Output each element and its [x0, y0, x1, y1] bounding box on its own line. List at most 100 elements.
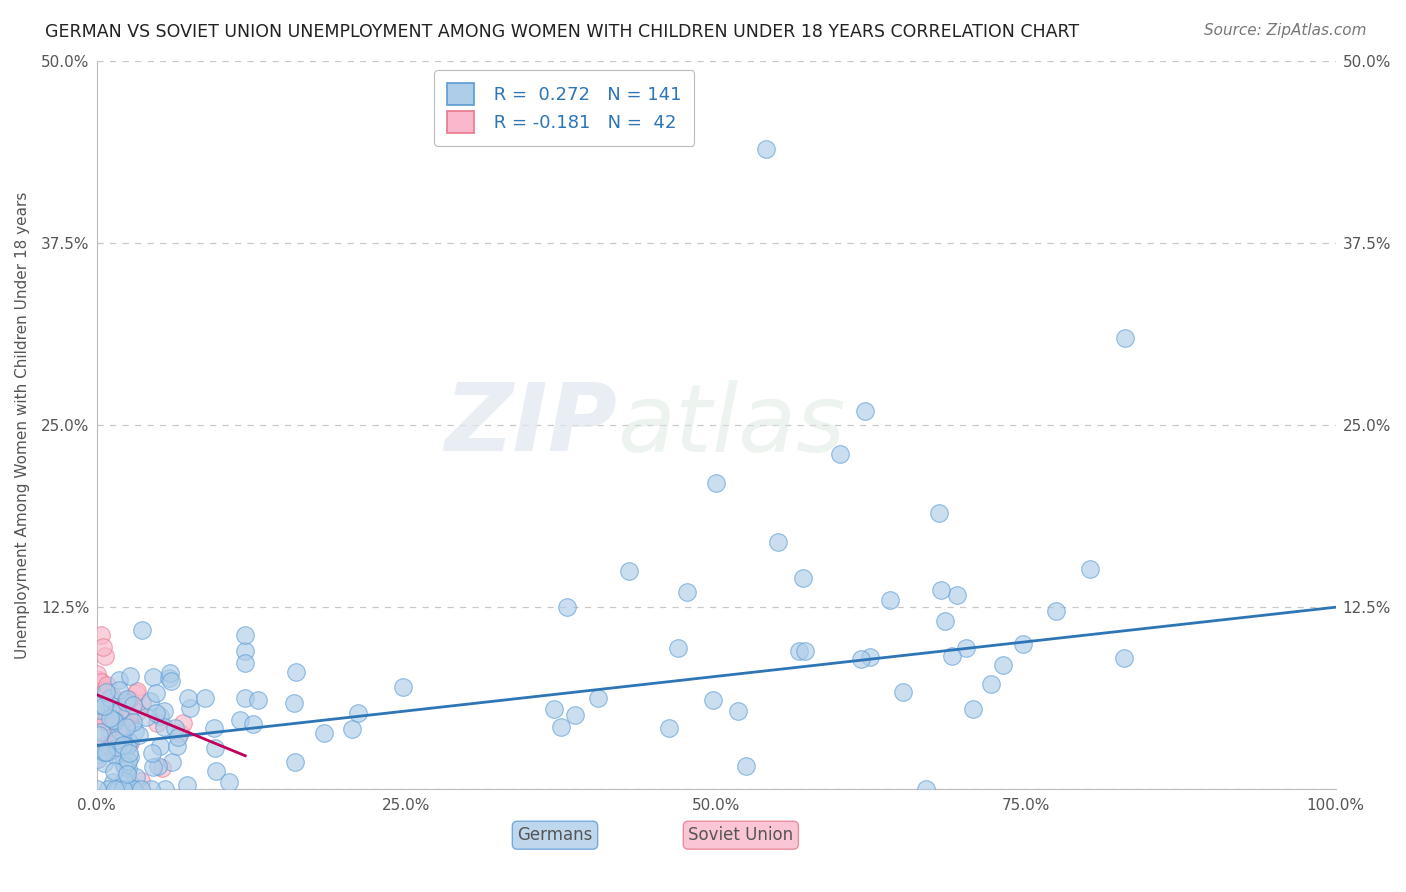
Point: [859, 650, 882, 665]
Point: [159, 666, 181, 681]
Y-axis label: Unemployment Among Women with Children Under 18 years: Unemployment Among Women with Children U…: [15, 192, 30, 659]
Point: [131, 696, 153, 710]
Point: [90, 725, 112, 739]
Point: [792, 571, 814, 585]
Point: [145, 685, 167, 699]
Point: [108, 683, 131, 698]
Point: [111, 740, 134, 755]
Point: [233, 690, 256, 705]
Point: [103, 702, 125, 716]
Point: [115, 761, 138, 775]
Point: [118, 736, 141, 750]
Point: [86, 667, 108, 681]
Point: [166, 739, 188, 753]
Point: [202, 722, 225, 736]
Text: atlas: atlas: [617, 380, 845, 471]
Point: [128, 728, 150, 742]
Point: [108, 702, 131, 716]
Point: [727, 704, 749, 718]
Point: [89, 740, 111, 755]
Point: [914, 782, 936, 797]
Point: [107, 740, 129, 755]
Point: [91, 704, 114, 718]
Point: [146, 759, 169, 773]
Point: [93, 756, 115, 770]
Point: [543, 702, 565, 716]
Point: [117, 761, 139, 775]
Point: [103, 698, 125, 713]
Point: [103, 774, 125, 789]
Point: [160, 755, 183, 769]
Point: [160, 673, 183, 688]
Point: [176, 778, 198, 792]
Point: [704, 476, 727, 491]
Point: [702, 693, 724, 707]
Point: [194, 690, 217, 705]
Point: [124, 686, 146, 700]
Point: [1078, 562, 1101, 576]
Point: [103, 764, 125, 778]
Point: [111, 721, 134, 735]
Point: [120, 778, 142, 792]
Point: [101, 697, 124, 711]
Point: [94, 745, 117, 759]
Point: [928, 506, 950, 520]
Point: [142, 760, 165, 774]
Legend:  R =  0.272   N = 141,  R = -0.181   N =  42: R = 0.272 N = 141, R = -0.181 N = 42: [434, 70, 695, 145]
Text: Soviet Union: Soviet Union: [689, 826, 793, 844]
Point: [110, 723, 132, 738]
Point: [172, 715, 194, 730]
Point: [941, 648, 963, 663]
Point: [148, 708, 170, 723]
Point: [86, 752, 108, 766]
Point: [89, 747, 111, 761]
Point: [893, 685, 915, 699]
Point: [828, 447, 851, 461]
Point: [233, 628, 256, 642]
Point: [233, 656, 256, 670]
Text: Source: ZipAtlas.com: Source: ZipAtlas.com: [1204, 23, 1367, 38]
Point: [115, 766, 138, 780]
Point: [89, 728, 111, 742]
Point: [100, 737, 122, 751]
Point: [127, 683, 149, 698]
Point: [89, 703, 111, 717]
Point: [586, 690, 609, 705]
Point: [118, 717, 141, 731]
Point: [1012, 637, 1035, 651]
Point: [105, 719, 128, 733]
Point: [152, 720, 174, 734]
Point: [955, 640, 977, 655]
Point: [93, 738, 115, 752]
Point: [118, 712, 141, 726]
Point: [107, 782, 129, 797]
Point: [1114, 331, 1136, 345]
Point: [131, 623, 153, 637]
Point: [675, 585, 697, 599]
Point: [946, 588, 969, 602]
Point: [165, 721, 187, 735]
Point: [145, 706, 167, 720]
Point: [87, 751, 110, 765]
Point: [114, 758, 136, 772]
Point: [991, 657, 1014, 672]
Point: [658, 721, 681, 735]
Point: [118, 669, 141, 683]
Point: [141, 746, 163, 760]
Point: [125, 770, 148, 784]
Point: [112, 774, 135, 789]
Point: [157, 671, 180, 685]
Point: [111, 756, 134, 770]
Point: [115, 720, 138, 734]
Point: [218, 775, 240, 789]
Point: [347, 706, 370, 720]
Point: [115, 760, 138, 774]
Point: [104, 732, 127, 747]
Point: [246, 693, 269, 707]
Point: [314, 726, 336, 740]
Point: [96, 705, 118, 719]
Text: Germans: Germans: [517, 826, 593, 844]
Point: [284, 665, 307, 679]
Point: [155, 782, 177, 797]
Point: [167, 730, 190, 744]
